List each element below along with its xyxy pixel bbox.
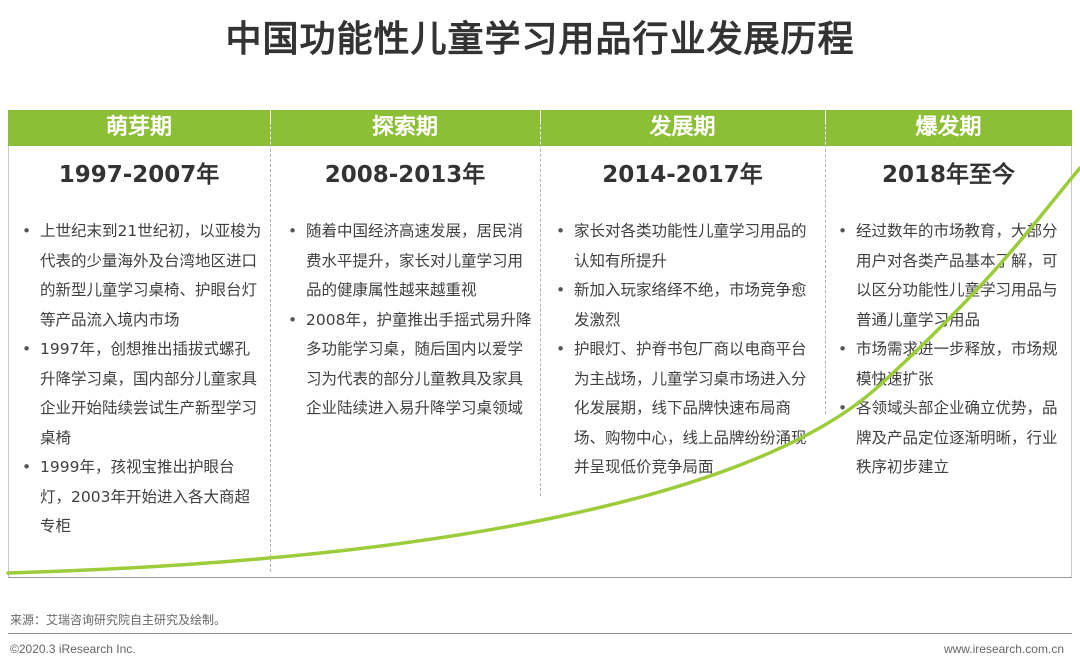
column-divider xyxy=(270,124,271,572)
bullet-item: 家长对各类功能性儿童学习用品的认知有所提升 xyxy=(548,217,818,276)
phase-label-3: 发展期 xyxy=(649,115,716,140)
column-divider xyxy=(825,124,826,414)
phase-years-4: 2018年至今 xyxy=(881,162,1015,188)
phase-years-3: 2014-2017年 xyxy=(602,162,763,188)
phase-label-2: 探索期 xyxy=(371,115,438,140)
phase-bullets-3: 家长对各类功能性儿童学习用品的认知有所提升 新加入玩家络绎不绝，市场竞争愈发激烈… xyxy=(548,217,818,483)
phase-bullets-1: 上世纪末到21世纪初，以亚梭为代表的少量海外及台湾地区进口的新型儿童学习桌椅、护… xyxy=(14,217,264,542)
phase-label-4: 爆发期 xyxy=(915,115,982,140)
website-link[interactable]: www.iresearch.com.cn xyxy=(943,642,1064,656)
column-divider xyxy=(540,124,541,496)
footer-divider xyxy=(8,633,1072,634)
bullet-item: 护眼灯、护脊书包厂商以电商平台为主战场，儿童学习桌市场进入分化发展期，线下品牌快… xyxy=(548,335,818,483)
bullet-item: 市场需求进一步释放，市场规模快速扩张 xyxy=(830,335,1070,394)
bullet-item: 新加入玩家络绎不绝，市场竞争愈发激烈 xyxy=(548,276,818,335)
bullet-item: 上世纪末到21世纪初，以亚梭为代表的少量海外及台湾地区进口的新型儿童学习桌椅、护… xyxy=(14,217,264,335)
bullet-item: 随着中国经济高速发展，居民消费水平提升，家长对儿童学习用品的健康属性越来越重视 xyxy=(280,217,534,306)
timeline-panel xyxy=(8,146,1072,578)
phase-bullets-2: 随着中国经济高速发展，居民消费水平提升，家长对儿童学习用品的健康属性越来越重视 … xyxy=(280,217,534,424)
bullet-item: 2008年，护童推出手摇式易升降多功能学习桌，随后国内以爱学习为代表的部分儿童教… xyxy=(280,306,534,424)
growth-curve-line xyxy=(6,166,1080,575)
copyright: ©2020.3 iResearch Inc. xyxy=(10,642,136,656)
bullet-item: 各领域头部企业确立优势，品牌及产品定位逐渐明晰，行业秩序初步建立 xyxy=(830,394,1070,483)
phase-label-1: 萌芽期 xyxy=(105,115,172,140)
phase-years-1: 1997-2007年 xyxy=(58,162,220,188)
bullet-item: 1999年，孩视宝推出护眼台灯，2003年开始进入各大商超专柜 xyxy=(14,453,264,542)
phase-years-2: 2008-2013年 xyxy=(324,162,486,188)
page-title: 中国功能性儿童学习用品行业发展历程 xyxy=(225,19,855,60)
source-note: 来源：艾瑞咨询研究院自主研究及绘制。 xyxy=(10,613,227,627)
bullet-item: 1997年，创想推出插拔式螺孔升降学习桌，国内部分儿童家具企业开始陆续尝试生产新… xyxy=(14,335,264,453)
